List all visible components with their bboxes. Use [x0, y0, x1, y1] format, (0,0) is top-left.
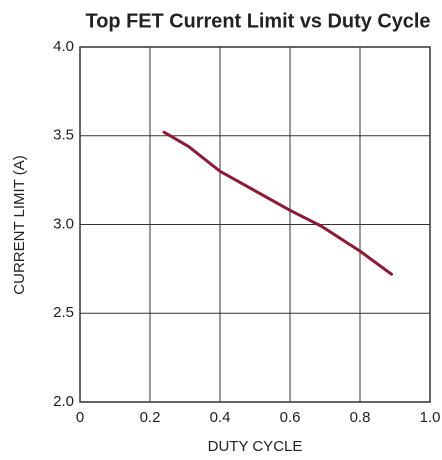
x-tick-label: 0.8 [350, 409, 371, 426]
x-tick-label: 1.0 [420, 409, 441, 426]
y-axis-label: CURRENT LIMIT (A) [11, 155, 28, 294]
data-line [162, 130, 393, 276]
y-tick-label: 2.5 [53, 304, 74, 321]
y-tick-label: 4.0 [53, 38, 74, 55]
x-tick-label: 0 [76, 409, 84, 426]
y-tick-label: 3.5 [53, 127, 74, 144]
y-tick-label: 3.0 [53, 215, 74, 232]
x-tick-label: 0.2 [140, 409, 161, 426]
x-axis-label: DUTY CYCLE [208, 438, 303, 455]
x-tick-label: 0.6 [280, 409, 301, 426]
chart-title: Top FET Current Limit vs Duty Cycle [86, 10, 431, 32]
y-tick-label: 2.0 [53, 393, 74, 410]
x-tick-label: 0.4 [210, 409, 231, 426]
